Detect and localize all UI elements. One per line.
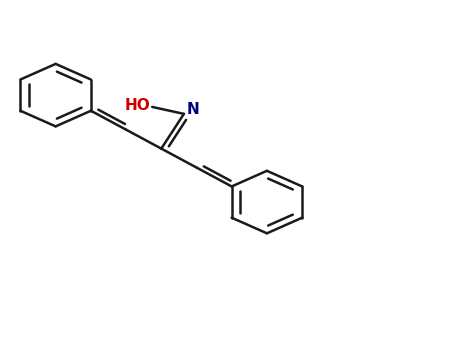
Text: HO: HO: [124, 98, 150, 113]
Text: N: N: [186, 102, 199, 117]
